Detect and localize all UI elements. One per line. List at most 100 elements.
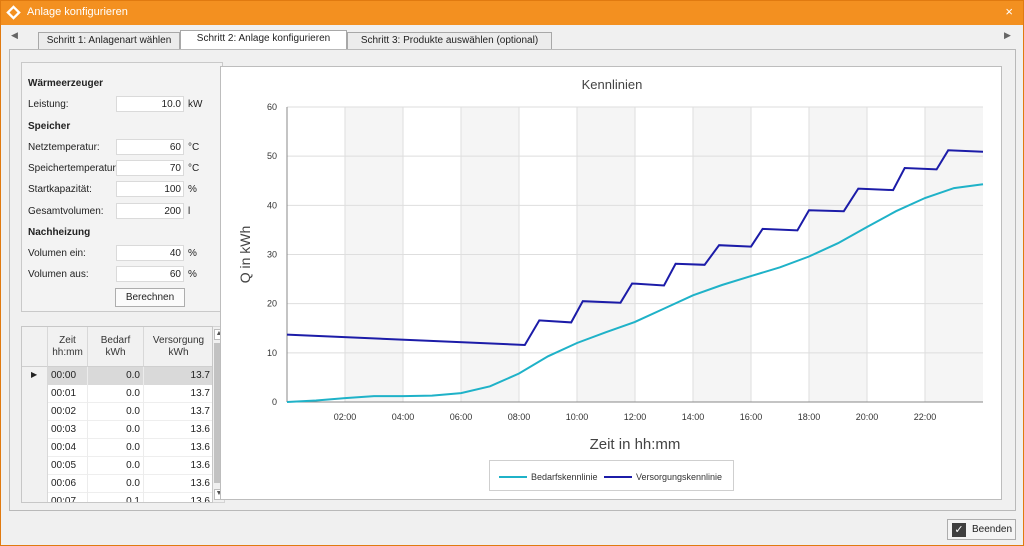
section-waermeerzeuger: Wärmeerzeuger bbox=[28, 78, 104, 89]
table-row[interactable]: 00:02 0.0 13.7 bbox=[22, 403, 212, 421]
volumen-aus-label: Volumen aus: bbox=[28, 269, 89, 280]
x-tick-label: 02:00 bbox=[334, 412, 357, 422]
cell-versorgung[interactable]: 13.6 bbox=[144, 493, 212, 502]
column-header-bedarf-label: Bedarf bbox=[100, 335, 131, 346]
cell-bedarf[interactable]: 0.0 bbox=[88, 367, 144, 385]
cell-bedarf[interactable]: 0.0 bbox=[88, 457, 144, 475]
beenden-button[interactable]: ✓ Beenden bbox=[947, 519, 1016, 540]
y-tick-label: 50 bbox=[267, 151, 277, 161]
table-row[interactable]: 00:03 0.0 13.6 bbox=[22, 421, 212, 439]
table-row[interactable]: 00:06 0.0 13.6 bbox=[22, 475, 212, 493]
scrollbar-thumb[interactable] bbox=[214, 343, 224, 483]
cell-bedarf[interactable]: 0.0 bbox=[88, 421, 144, 439]
app-logo-icon bbox=[6, 5, 21, 20]
netztemperatur-unit: °C bbox=[188, 142, 200, 153]
selected-row-icon: ▶ bbox=[31, 370, 38, 379]
beenden-label: Beenden bbox=[972, 524, 1013, 535]
tab-scroll-right-icon[interactable]: ▶ bbox=[1004, 30, 1011, 40]
table-row[interactable]: 00:04 0.0 13.6 bbox=[22, 439, 212, 457]
cell-zeit[interactable]: 00:03 bbox=[48, 421, 88, 439]
title-bar[interactable]: Anlage konfigurieren × bbox=[1, 1, 1023, 25]
volumen-aus-input[interactable]: 60 bbox=[116, 266, 184, 282]
x-tick-label: 04:00 bbox=[392, 412, 415, 422]
x-tick-label: 22:00 bbox=[914, 412, 937, 422]
cell-zeit[interactable]: 00:01 bbox=[48, 385, 88, 403]
x-tick-label: 12:00 bbox=[624, 412, 647, 422]
column-header-versorgung-label: Versorgung bbox=[152, 335, 205, 346]
tab-step-1[interactable]: Schritt 1: Anlagenart wählen bbox=[38, 32, 180, 49]
kennlinien-chart: 0 10 20 30 40 50 60 02:00 04:00 06:00 08:00 10:00 12… bbox=[237, 102, 984, 453]
y-tick-label: 10 bbox=[267, 348, 277, 358]
cell-versorgung[interactable]: 13.6 bbox=[144, 421, 212, 439]
versorgungskennlinie-line bbox=[286, 149, 984, 347]
results-table[interactable]: Zeit hh:mm Bedarf kWh Versorgung kWh ▶ 0… bbox=[21, 326, 213, 503]
volumen-aus-unit: % bbox=[188, 269, 197, 280]
cell-bedarf[interactable]: 0.0 bbox=[88, 385, 144, 403]
cell-zeit[interactable]: 00:07 bbox=[48, 493, 88, 502]
column-header-zeit-unit: hh:mm bbox=[52, 347, 83, 358]
cell-bedarf[interactable]: 0.0 bbox=[88, 475, 144, 493]
leistung-input[interactable]: 10.0 bbox=[116, 96, 184, 112]
bedarfskennlinie-line bbox=[286, 183, 984, 403]
cell-versorgung[interactable]: 13.7 bbox=[144, 385, 212, 403]
chart-legend: Bedarfskennlinie Versorgungskennlinie bbox=[489, 460, 734, 491]
close-button[interactable]: × bbox=[1005, 4, 1013, 19]
cell-versorgung[interactable]: 13.6 bbox=[144, 439, 212, 457]
cell-zeit[interactable]: 00:04 bbox=[48, 439, 88, 457]
berechnen-button[interactable]: Berechnen bbox=[115, 288, 185, 307]
cell-bedarf[interactable]: 0.0 bbox=[88, 403, 144, 421]
row-header bbox=[22, 421, 48, 439]
y-tick-label: 60 bbox=[267, 102, 277, 112]
tab-strip: ◀ Schritt 1: Anlagenart wählen Schritt 2… bbox=[1, 25, 1023, 50]
column-header-zeit-label: Zeit bbox=[59, 335, 76, 346]
table-row[interactable]: 00:05 0.0 13.6 bbox=[22, 457, 212, 475]
x-tick-label: 08:00 bbox=[508, 412, 531, 422]
column-header-bedarf-unit: kWh bbox=[105, 347, 126, 358]
cell-versorgung[interactable]: 13.6 bbox=[144, 457, 212, 475]
cell-bedarf[interactable]: 0.0 bbox=[88, 439, 144, 457]
cell-versorgung[interactable]: 13.7 bbox=[144, 403, 212, 421]
cell-versorgung[interactable]: 13.6 bbox=[144, 475, 212, 493]
netztemperatur-input[interactable]: 60 bbox=[116, 139, 184, 155]
cell-versorgung[interactable]: 13.7 bbox=[144, 367, 212, 385]
startkapazitaet-input[interactable]: 100 bbox=[116, 181, 184, 197]
window-title: Anlage konfigurieren bbox=[27, 6, 128, 18]
column-header-versorgung[interactable]: Versorgung kWh bbox=[144, 327, 212, 367]
y-axis-label: Q in kWh bbox=[237, 226, 253, 284]
tab-step-3[interactable]: Schritt 3: Produkte auswählen (optional) bbox=[347, 32, 552, 49]
cell-zeit[interactable]: 00:00 bbox=[48, 367, 88, 385]
legend-bedarf-label: Bedarfskennlinie bbox=[531, 472, 598, 482]
tab-step-2[interactable]: Schritt 2: Anlage konfigurieren bbox=[180, 30, 347, 50]
column-header-bedarf[interactable]: Bedarf kWh bbox=[88, 327, 144, 367]
x-tick-label: 10:00 bbox=[566, 412, 589, 422]
y-tick-label: 40 bbox=[267, 200, 277, 210]
tab-scroll-left-icon[interactable]: ◀ bbox=[11, 30, 18, 40]
y-tick-label: 30 bbox=[267, 250, 277, 260]
row-header: ▶ bbox=[22, 367, 48, 385]
volumen-ein-unit: % bbox=[188, 248, 197, 259]
cell-zeit[interactable]: 00:06 bbox=[48, 475, 88, 493]
cell-bedarf[interactable]: 0.1 bbox=[88, 493, 144, 502]
x-tick-label: 16:00 bbox=[740, 412, 763, 422]
chart-panel: Kennlinien 0 10 20 30 40 50 60 02:00 04:00 06:00 0… bbox=[220, 66, 1002, 500]
volumen-ein-input[interactable]: 40 bbox=[116, 245, 184, 261]
row-header bbox=[22, 439, 48, 457]
cell-zeit[interactable]: 00:02 bbox=[48, 403, 88, 421]
table-row[interactable]: 00:01 0.0 13.7 bbox=[22, 385, 212, 403]
section-nachheizung: Nachheizung bbox=[28, 227, 91, 238]
table-row[interactable]: 00:07 0.1 13.6 bbox=[22, 493, 212, 502]
column-header-zeit[interactable]: Zeit hh:mm bbox=[48, 327, 88, 367]
chart-title: Kennlinien bbox=[581, 77, 643, 92]
netztemperatur-label: Netztemperatur: bbox=[28, 142, 100, 153]
row-header bbox=[22, 493, 48, 502]
row-header bbox=[22, 385, 48, 403]
legend-versorgung-label: Versorgungskennlinie bbox=[636, 472, 723, 482]
y-tick-label: 20 bbox=[267, 299, 277, 309]
gesamtvolumen-input[interactable]: 200 bbox=[116, 203, 184, 219]
leistung-label: Leistung: bbox=[28, 99, 69, 110]
speichertemperatur-input[interactable]: 70 bbox=[116, 160, 184, 176]
gesamtvolumen-label: Gesamtvolumen: bbox=[28, 206, 104, 217]
table-row[interactable]: ▶ 00:00 0.0 13.7 bbox=[22, 367, 212, 385]
cell-zeit[interactable]: 00:05 bbox=[48, 457, 88, 475]
